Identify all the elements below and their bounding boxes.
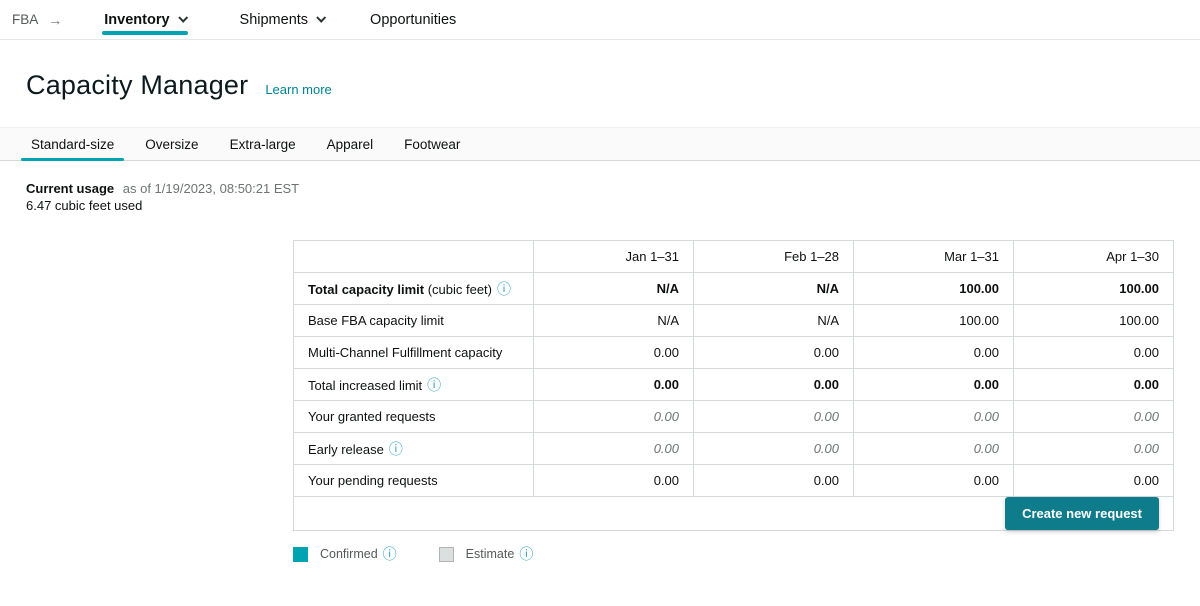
cell-value: 0.00 <box>853 464 1014 497</box>
tab-footwear-label: Footwear <box>404 136 461 152</box>
table-row-multi-channel-fulfillment-capacity: Multi-Channel Fulfillment capacity 0.00 … <box>293 336 1174 369</box>
table-footer-cell: Create new request <box>293 496 1174 531</box>
table-row-base-fba-capacity-limit: Base FBA capacity limit N/A N/A 100.00 1… <box>293 304 1174 337</box>
cell-value: 0.00 <box>1013 464 1174 497</box>
cell-value: 0.00 <box>1013 432 1174 465</box>
current-usage-label: Current usage <box>26 181 115 196</box>
row-label-total-increased-limit: Total increased limit ⓘ <box>293 368 534 401</box>
cell-value: 0.00 <box>533 336 694 369</box>
tab-oversize-label: Oversize <box>145 136 199 152</box>
legend-item-confirmed: Confirmed ⓘ <box>293 544 397 564</box>
estimate-swatch <box>438 546 454 562</box>
cell-value: 0.00 <box>693 400 854 433</box>
cell-value: 0.00 <box>693 368 854 401</box>
column-header-feb: Feb 1–28 <box>693 240 854 273</box>
info-icon[interactable]: ⓘ <box>519 546 534 562</box>
column-header-mar: Mar 1–31 <box>853 240 1014 273</box>
cell-value: N/A <box>533 272 694 305</box>
info-icon[interactable]: ⓘ <box>388 440 403 457</box>
active-tab-underline <box>21 158 125 161</box>
confirmed-label: Confirmed <box>320 547 378 561</box>
row-label-multi-channel-fulfillment-capacity: Multi-Channel Fulfillment capacity <box>293 336 534 369</box>
cell-value: N/A <box>693 272 854 305</box>
info-icon[interactable]: ⓘ <box>382 546 397 562</box>
cell-value: 0.00 <box>853 368 1014 401</box>
tab-standard-size-label: Standard-size <box>31 136 115 152</box>
table-row-your-pending-requests: Your pending requests 0.00 0.00 0.00 0.0… <box>293 464 1174 497</box>
current-usage: Current usage as of 1/19/2023, 08:50:21 … <box>26 180 1200 214</box>
cell-value: 0.00 <box>1013 368 1174 401</box>
tab-apparel-label: Apparel <box>326 136 374 152</box>
cell-value: 0.00 <box>1013 336 1174 369</box>
nav-item-opportunities[interactable]: Opportunities <box>368 0 458 39</box>
table-header-row: Jan 1–31 Feb 1–28 Mar 1–31 Apr 1–30 <box>293 240 1174 273</box>
estimate-label: Estimate <box>465 547 515 561</box>
cell-value: 0.00 <box>533 464 694 497</box>
row-label-your-granted-requests: Your granted requests <box>293 400 534 433</box>
cell-value: 0.00 <box>853 432 1014 465</box>
row-label-suffix: (cubic feet) <box>424 281 492 297</box>
nav-item-inventory[interactable]: Inventory <box>102 0 188 39</box>
nav-item-shipments[interactable]: Shipments <box>238 0 327 39</box>
chevron-down-icon <box>316 12 327 23</box>
size-tabs: Standard-size Oversize Extra-large Appar… <box>0 127 1200 161</box>
cell-value-confirmed-highlight: 100.00 <box>853 304 1014 337</box>
info-icon[interactable]: ⓘ <box>497 280 511 297</box>
cell-value: N/A <box>693 304 854 337</box>
nav-item-opportunities-label: Opportunities <box>370 11 457 28</box>
cell-value: 0.00 <box>533 400 694 433</box>
capacity-table: Jan 1–31 Feb 1–28 Mar 1–31 Apr 1–30 Tota… <box>293 240 1174 531</box>
row-label-early-release: Early release ⓘ <box>293 432 534 465</box>
row-label-text: Early release <box>308 441 384 457</box>
tab-footwear[interactable]: Footwear <box>394 128 470 160</box>
cell-value: 0.00 <box>693 336 854 369</box>
current-usage-timestamp: as of 1/19/2023, 08:50:21 EST <box>122 181 300 196</box>
top-navigation: FBA → Inventory Shipments Opportunities <box>0 0 1200 40</box>
table-row-early-release: Early release ⓘ 0.00 0.00 0.00 0.00 <box>293 432 1174 465</box>
nav-item-shipments-label: Shipments <box>239 11 309 28</box>
learn-more-link[interactable]: Learn more <box>265 82 332 97</box>
cell-value: 0.00 <box>853 400 1014 433</box>
cell-value: 0.00 <box>853 336 1014 369</box>
cell-value: 0.00 <box>533 368 694 401</box>
cell-value: 0.00 <box>533 432 694 465</box>
row-label-base-fba-capacity-limit: Base FBA capacity limit <box>293 304 534 337</box>
tab-extra-large[interactable]: Extra-large <box>220 128 306 160</box>
cell-value-estimate-highlight: 100.00 <box>1013 304 1174 337</box>
row-label-your-pending-requests: Your pending requests <box>293 464 534 497</box>
row-label-text: Total capacity limit <box>308 281 425 297</box>
breadcrumb-arrow-icon: → <box>48 11 63 28</box>
legend-item-estimate: Estimate ⓘ <box>438 544 534 564</box>
breadcrumb[interactable]: FBA <box>12 12 39 27</box>
cell-value: 0.00 <box>693 464 854 497</box>
nav-item-inventory-label: Inventory <box>104 11 170 28</box>
blank-header-cell <box>293 240 534 273</box>
cell-value: 0.00 <box>693 432 854 465</box>
legend: Confirmed ⓘ Estimate ⓘ <box>293 544 1200 564</box>
current-usage-value: 6.47 cubic feet used <box>26 198 143 213</box>
tab-standard-size[interactable]: Standard-size <box>21 128 125 161</box>
info-icon[interactable]: ⓘ <box>427 376 442 393</box>
row-label-text: Total increased limit <box>308 377 423 393</box>
cell-value: 0.00 <box>1013 400 1174 433</box>
column-header-jan: Jan 1–31 <box>533 240 694 273</box>
tab-extra-large-label: Extra-large <box>229 136 296 152</box>
table-row-total-capacity-limit: Total capacity limit (cubic feet) ⓘ N/A N… <box>293 272 1174 305</box>
cell-value: 100.00 <box>1013 272 1174 305</box>
active-nav-underline <box>102 31 188 35</box>
confirmed-swatch <box>293 546 308 562</box>
create-new-request-button[interactable]: Create new request <box>1005 497 1159 530</box>
table-footer-row: Create new request <box>293 496 1174 531</box>
row-label-total-capacity-limit: Total capacity limit (cubic feet) ⓘ <box>293 272 534 305</box>
cell-value: N/A <box>533 304 694 337</box>
page-title: Capacity Manager <box>26 70 249 100</box>
tab-oversize[interactable]: Oversize <box>135 128 208 160</box>
title-bar: Capacity Manager Learn more <box>26 70 1200 101</box>
column-header-apr: Apr 1–30 <box>1013 240 1174 273</box>
tab-apparel[interactable]: Apparel <box>317 128 384 160</box>
table-row-your-granted-requests: Your granted requests 0.00 0.00 0.00 0.0… <box>293 400 1174 433</box>
chevron-down-icon <box>177 12 188 23</box>
cell-value: 100.00 <box>853 272 1014 305</box>
table-row-total-increased-limit: Total increased limit ⓘ 0.00 0.00 0.00 0.… <box>293 368 1174 401</box>
